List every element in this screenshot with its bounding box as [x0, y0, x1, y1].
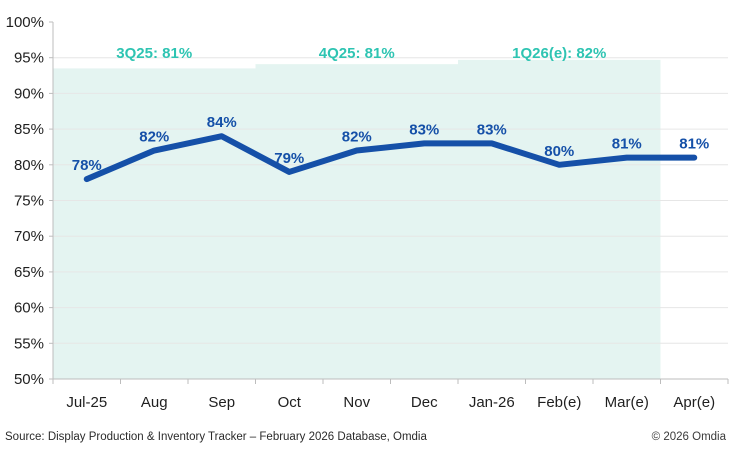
x-axis-tick-label: Jan-26	[469, 394, 515, 411]
data-point-label: 80%	[544, 143, 574, 160]
source-note: Source: Display Production & Inventory T…	[5, 431, 427, 443]
data-point-label: 79%	[274, 150, 304, 167]
y-axis-tick-label: 90%	[14, 85, 44, 102]
y-axis-tick-label: 95%	[14, 50, 44, 67]
x-axis-tick-label: Mar(e)	[605, 394, 649, 411]
quarter-band	[255, 64, 458, 379]
y-axis-tick-label: 100%	[6, 14, 44, 31]
data-point-label: 84%	[207, 114, 237, 131]
y-axis-tick-label: 55%	[14, 335, 44, 352]
y-axis-tick-label: 75%	[14, 193, 44, 210]
y-axis-tick-label: 80%	[14, 157, 44, 174]
x-axis-tick-label: Apr(e)	[673, 394, 715, 411]
copyright-note: © 2026 Omdia	[651, 431, 726, 443]
data-point-label: 78%	[72, 157, 102, 174]
quarter-band	[458, 59, 661, 379]
quarter-annotation: 3Q25: 81%	[116, 45, 192, 62]
data-point-label: 83%	[409, 121, 439, 138]
trend-line	[83, 133, 698, 183]
x-axis-tick-label: Jul-25	[66, 394, 107, 411]
y-axis-tick-label: 65%	[14, 264, 44, 281]
y-axis-tick-label: 50%	[14, 371, 44, 388]
y-axis-tick-label: 60%	[14, 300, 44, 317]
data-point-label: 83%	[477, 121, 507, 138]
x-axis-tick-label: Sep	[208, 394, 235, 411]
data-point-label: 81%	[679, 136, 709, 153]
data-point-label: 82%	[139, 129, 169, 146]
y-axis-tick-label: 85%	[14, 121, 44, 138]
x-axis-tick-label: Feb(e)	[537, 394, 581, 411]
x-axis-tick-label: Dec	[411, 394, 438, 411]
x-axis-tick-label: Oct	[278, 394, 302, 411]
data-point-label: 81%	[612, 136, 642, 153]
y-axis-tick-label: 70%	[14, 228, 44, 245]
x-axis-tick-label: Nov	[343, 394, 370, 411]
production-utilization-line-chart: 100% 95% 90% 85% 80% 75% 70% 65% 60% 55% 50% Jul-25…	[6, 14, 729, 411]
x-axis-tick-label: Aug	[141, 394, 168, 411]
data-point-label: 82%	[342, 129, 372, 146]
quarter-annotation: 4Q25: 81%	[319, 45, 395, 62]
quarter-annotation: 1Q26(e): 82%	[512, 45, 606, 62]
quarter-band	[53, 68, 256, 379]
